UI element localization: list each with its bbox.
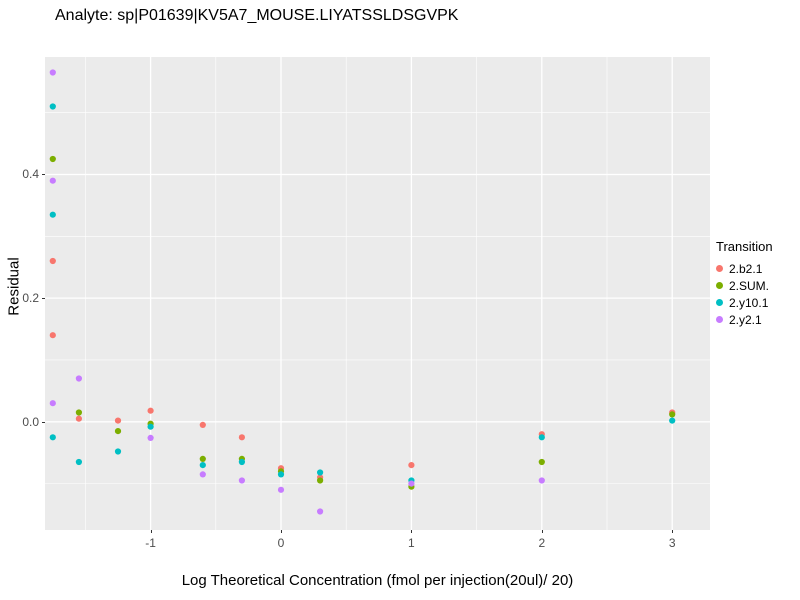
data-point-2.y10.1: [199, 462, 206, 469]
data-point-2.y2.1: [147, 434, 154, 441]
legend-label: 2.SUM.: [729, 278, 770, 293]
legend-dot-icon: [716, 265, 723, 272]
data-point-2.b2.1: [408, 462, 415, 469]
legend-dot-icon: [716, 282, 723, 289]
y-tick-mark: [42, 421, 45, 423]
data-point-2.y2.1: [199, 471, 206, 478]
y-axis-label: Residual: [5, 257, 23, 316]
data-point-2.b2.1: [49, 332, 56, 339]
data-point-2.y10.1: [277, 471, 285, 478]
data-point-2.SUM.: [75, 409, 82, 416]
data-point-2.y2.1: [538, 477, 545, 484]
x-tick-label: 1: [408, 536, 415, 550]
data-point-2.y2.1: [408, 480, 415, 487]
legend: Transition 2.b2.1 2.SUM. 2.y10.1 2.y2.1: [716, 239, 773, 328]
data-point-2.y10.1: [317, 469, 324, 476]
x-tick-mark: [672, 530, 674, 533]
legend-label: 2.b2.1: [729, 261, 763, 276]
x-tick-label: 2: [538, 536, 546, 550]
y-tick-label: 0.4: [22, 167, 39, 182]
legend-label: 2.y10.1: [729, 295, 769, 310]
data-point-2.b2.1: [75, 415, 82, 422]
data-point-2.b2.1: [199, 421, 206, 428]
legend-dot-icon: [716, 316, 723, 323]
y-tick-label: 0.0: [22, 414, 39, 429]
data-point-2.SUM.: [49, 155, 56, 163]
data-point-2.y10.1: [669, 417, 676, 424]
x-tick-label: 3: [668, 536, 676, 550]
data-point-2.y10.1: [49, 103, 56, 110]
data-point-2.b2.1: [238, 434, 245, 441]
y-tick-mark: [42, 174, 45, 176]
data-point-2.y10.1: [49, 434, 56, 441]
data-point-2.b2.1: [114, 417, 122, 424]
legend-item-2.y2.1: 2.y2.1: [716, 311, 773, 328]
plot-canvas: [45, 57, 710, 530]
legend-item-2.b2.1: 2.b2.1: [716, 260, 773, 277]
x-tick-mark: [541, 530, 543, 533]
legend-item-2.SUM.: 2.SUM.: [716, 277, 773, 294]
y-tick-mark: [42, 298, 45, 300]
legend-items: 2.b2.1 2.SUM. 2.y10.1 2.y2.1: [716, 260, 773, 328]
legend-dot-icon: [716, 299, 723, 306]
data-point-2.y2.1: [277, 486, 285, 493]
data-point-2.SUM.: [199, 455, 206, 462]
data-point-2.y2.1: [75, 375, 82, 382]
plot-title: Analyte: sp|P01639|KV5A7_MOUSE.LIYATSSLD…: [55, 7, 459, 24]
data-point-2.y2.1: [49, 177, 56, 184]
data-point-2.b2.1: [49, 257, 56, 265]
x-tick-mark: [411, 530, 413, 533]
data-point-2.SUM.: [669, 411, 676, 418]
data-point-2.y10.1: [75, 458, 82, 466]
plot-panel: [45, 57, 710, 530]
x-tick-mark: [150, 530, 152, 533]
data-point-2.y10.1: [538, 434, 545, 441]
legend-title: Transition: [716, 239, 773, 254]
data-point-2.y10.1: [49, 211, 56, 218]
data-point-2.b2.1: [147, 407, 154, 414]
data-point-2.y2.1: [317, 508, 324, 515]
data-point-2.y2.1: [49, 400, 56, 407]
y-tick-label: 0.2: [22, 291, 39, 306]
x-tick-label: 0: [277, 536, 285, 550]
x-tick-mark: [281, 530, 282, 533]
data-point-2.y2.1: [238, 477, 245, 484]
data-point-2.y10.1: [114, 448, 122, 455]
data-point-2.y10.1: [147, 423, 154, 430]
x-axis-label: Log Theoretical Concentration (fmol per …: [181, 572, 574, 589]
data-point-2.SUM.: [317, 477, 324, 484]
data-point-2.SUM.: [538, 458, 545, 466]
x-tick-label: -1: [145, 536, 156, 550]
data-point-2.y2.1: [49, 69, 56, 76]
data-point-2.SUM.: [114, 428, 122, 435]
legend-label: 2.y2.1: [729, 312, 762, 327]
legend-item-2.y10.1: 2.y10.1: [716, 294, 773, 311]
data-point-2.y10.1: [238, 458, 245, 466]
